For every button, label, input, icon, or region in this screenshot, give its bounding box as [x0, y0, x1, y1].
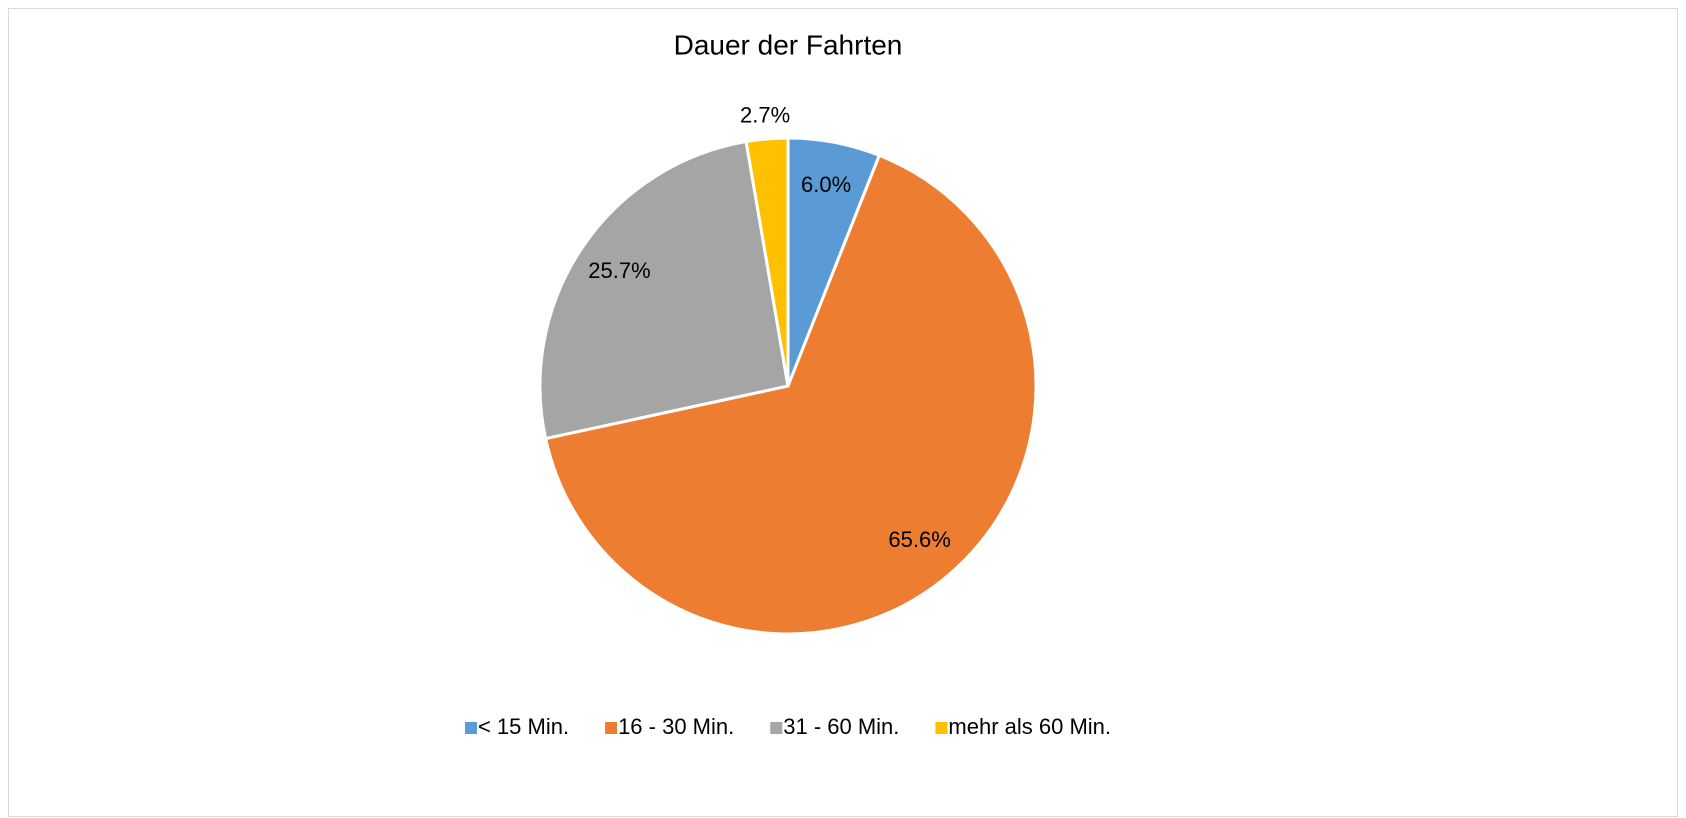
legend-swatch [464, 722, 477, 734]
data-label: 25.7% [588, 258, 650, 283]
legend-label: mehr als 60 Min. [948, 714, 1111, 739]
data-label: 65.6% [888, 527, 950, 552]
chart-title: Dauer der Fahrten [674, 29, 903, 60]
data-label: 6.0% [801, 172, 851, 197]
legend-swatch [605, 722, 618, 734]
legend-swatch [770, 722, 783, 734]
pie-slice [543, 153, 1038, 636]
data-label: 2.7% [740, 102, 790, 127]
legend-label: 31 - 60 Min. [783, 714, 899, 739]
pie-slice [538, 139, 790, 441]
pie-slice [744, 136, 790, 387]
legend-swatch [935, 722, 948, 734]
legend-label: 16 - 30 Min. [618, 714, 734, 739]
legend-label: < 15 Min. [478, 714, 569, 739]
